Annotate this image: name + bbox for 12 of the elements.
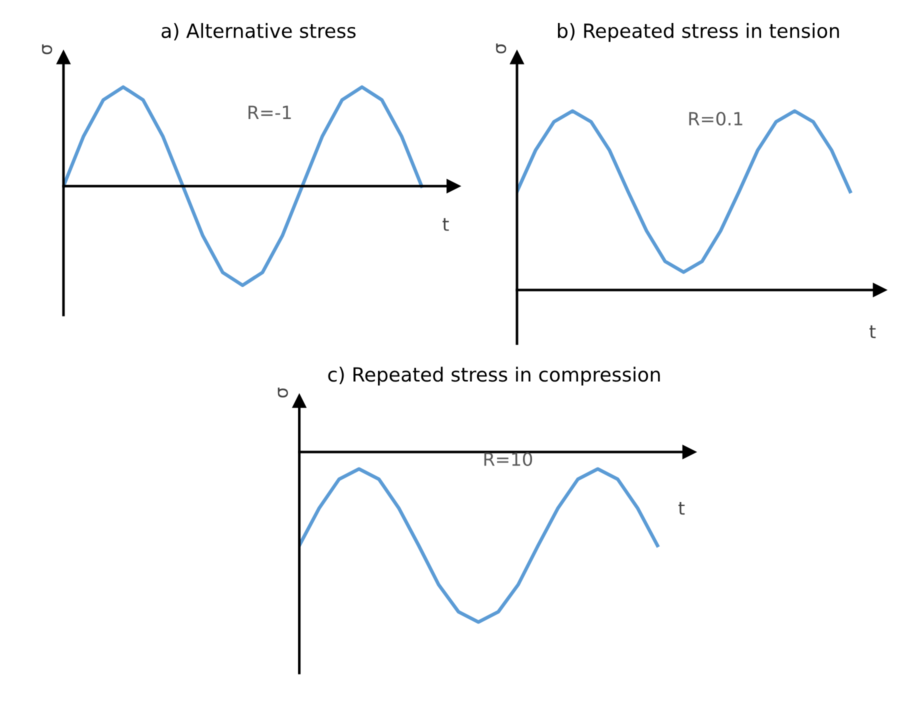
x-axis-title: t	[442, 218, 449, 231]
annotation: R=-1	[248, 106, 291, 119]
y-axis-title: σ	[496, 43, 506, 54]
y-axis-title: σ	[42, 44, 52, 54]
annotation: R=10	[484, 452, 532, 466]
y-axis-title: σ	[278, 388, 288, 398]
annotation: R=0.1	[689, 112, 742, 126]
chart-title: a) Alternative stress	[162, 23, 356, 40]
chart-title: c) Repeated stress in compression	[328, 366, 660, 386]
x-axis-title: t	[869, 325, 876, 338]
chart-title: b) Repeated stress in tension	[558, 23, 839, 42]
x-axis-title: t	[678, 502, 685, 515]
